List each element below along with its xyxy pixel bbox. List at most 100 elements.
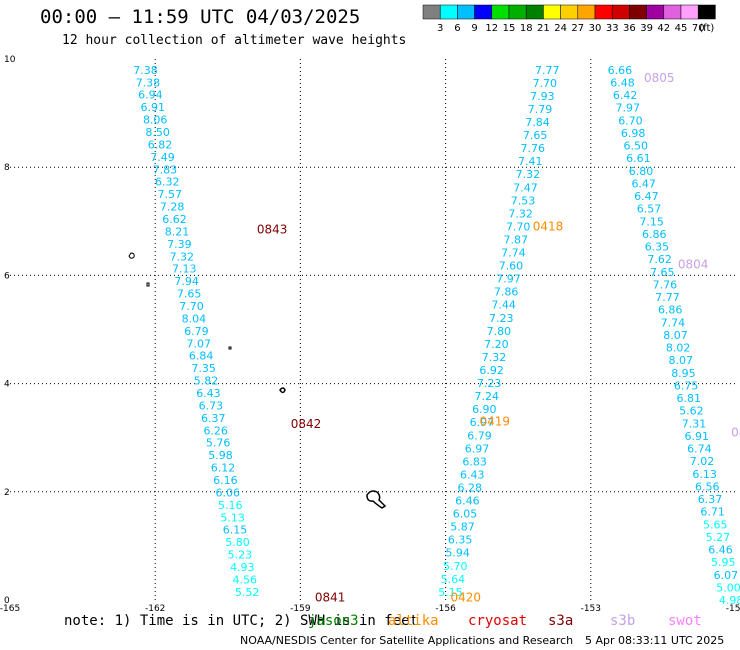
swh-value: 7.24	[474, 390, 499, 403]
color-swatch	[474, 4, 493, 20]
swh-value: 7.77	[535, 64, 560, 77]
swh-value: 5.95	[711, 556, 736, 569]
swh-value: 7.62	[647, 253, 672, 266]
mission-altika: altika	[388, 613, 439, 629]
mission-s3a: s3a	[548, 613, 574, 629]
color-swatch	[439, 4, 458, 20]
swh-value: 7.38	[136, 76, 161, 89]
island-outline	[366, 490, 387, 509]
swh-value: 7.38	[133, 64, 158, 77]
swh-value: 7.70	[533, 77, 558, 90]
swh-value: 7.07	[187, 337, 212, 350]
y-tick-label: 10	[4, 55, 16, 65]
color-bar-tick: 6	[454, 23, 460, 34]
swh-value: 5.94	[445, 547, 470, 560]
y-tick-label: 4	[4, 380, 10, 390]
swh-value: 4.56	[232, 573, 257, 586]
swh-value: 7.70	[179, 300, 204, 313]
swh-value: 7.93	[530, 90, 555, 103]
swh-value: 6.13	[692, 468, 717, 481]
swh-value: 6.94	[138, 89, 163, 102]
chart-subtitle: 12 hour collection of altimeter wave hei…	[62, 33, 407, 48]
chart-axes: -165 -162 -159 -156 -153 -150 0 2 4 6 8 10	[0, 55, 740, 614]
swh-value: 5.98	[208, 449, 233, 462]
swh-value: 7.86	[494, 286, 519, 299]
swh-value: 7.87	[504, 233, 529, 246]
y-tick-label: 2	[4, 488, 10, 498]
swh-value: 7.39	[167, 238, 192, 251]
swh-value: 6.66	[608, 64, 633, 77]
swh-value: 7.20	[484, 338, 509, 351]
color-swatch	[663, 4, 682, 20]
mission-swot: swot	[668, 613, 702, 629]
mission-s3b: s3b	[610, 613, 636, 629]
swh-value: 6.50	[623, 140, 648, 153]
swh-value: 7.53	[511, 194, 536, 207]
swh-value: 7.41	[518, 155, 543, 168]
swh-value: 6.05	[453, 508, 478, 521]
swh-value: 6.42	[613, 89, 638, 102]
swh-value: 5.23	[228, 549, 253, 562]
swh-value: 6.90	[472, 403, 497, 416]
swh-value: 7.23	[477, 377, 502, 390]
swh-value: 6.57	[637, 203, 662, 216]
swh-value: 7.32	[516, 168, 541, 181]
color-swatch	[629, 4, 647, 20]
swh-value: 5.70	[443, 560, 468, 573]
color-swatch	[457, 4, 475, 20]
swh-value: 6.61	[626, 152, 651, 165]
swh-value: 7.57	[157, 188, 182, 201]
color-bar-tick: 70	[692, 23, 705, 34]
swh-value: 7.94	[174, 275, 199, 288]
pass-label: 08	[731, 425, 740, 439]
swh-value: 7.02	[690, 455, 715, 468]
swh-value: 5.62	[679, 405, 704, 418]
color-bar-tick: 12	[485, 23, 498, 34]
swh-value: 6.98	[621, 127, 646, 140]
color-swatch	[491, 4, 510, 20]
color-bar-tick: 39	[640, 23, 653, 34]
footer-note: note: 1) Time is in UTC; 2) SWH is in fe…	[64, 613, 419, 629]
swh-value: 7.44	[491, 299, 516, 312]
x-tick-label: -159	[290, 604, 311, 614]
swh-value: 6.35	[645, 241, 670, 254]
swh-value: 7.97	[616, 102, 641, 115]
color-swatch	[594, 4, 613, 20]
mission-cryosat: cryosat	[468, 613, 528, 629]
swh-value: 7.60	[499, 260, 524, 273]
swh-value: 6.37	[698, 493, 723, 506]
swh-value: 7.65	[523, 129, 548, 142]
swh-value: 7.31	[682, 417, 707, 430]
x-tick-label: -150	[726, 604, 740, 614]
pass-label: 0805	[644, 71, 675, 85]
pass-label: 0418	[533, 220, 564, 234]
pass-label: 0842	[291, 417, 322, 431]
swh-value: 6.79	[184, 325, 209, 338]
color-bar-legend: 3 6 9 12 15 18 21 24 27 30 33 36 39 42 45 70(ft)	[422, 4, 716, 34]
swh-value: 6.47	[631, 177, 656, 190]
swh-value: 7.32	[170, 250, 195, 263]
color-swatch	[680, 4, 699, 20]
swh-value: 8.50	[145, 126, 170, 139]
swh-value: 7.80	[487, 325, 512, 338]
swh-value: 8.06	[143, 114, 168, 127]
color-bar-tick: 24	[554, 23, 567, 34]
swh-value: 6.07	[714, 569, 739, 582]
color-swatch	[577, 4, 596, 20]
swh-value: 6.47	[634, 190, 659, 203]
swh-value: 6.46	[708, 544, 733, 557]
swh-value: 6.97	[465, 442, 490, 455]
color-bar-tick: 33	[606, 23, 619, 34]
swh-value: 6.62	[162, 213, 187, 226]
swh-value: 8.04	[182, 312, 207, 325]
swh-value: 6.84	[189, 350, 214, 363]
swh-value: 8.07	[669, 354, 694, 367]
swh-value: 7.35	[191, 362, 216, 375]
pass-label: 0841	[315, 590, 346, 604]
swh-value: 6.83	[462, 455, 487, 468]
swh-value: 7.47	[513, 181, 538, 194]
swh-value: 6.82	[148, 138, 173, 151]
swh-value: 6.92	[479, 364, 504, 377]
swh-value: 5.64	[441, 573, 466, 586]
